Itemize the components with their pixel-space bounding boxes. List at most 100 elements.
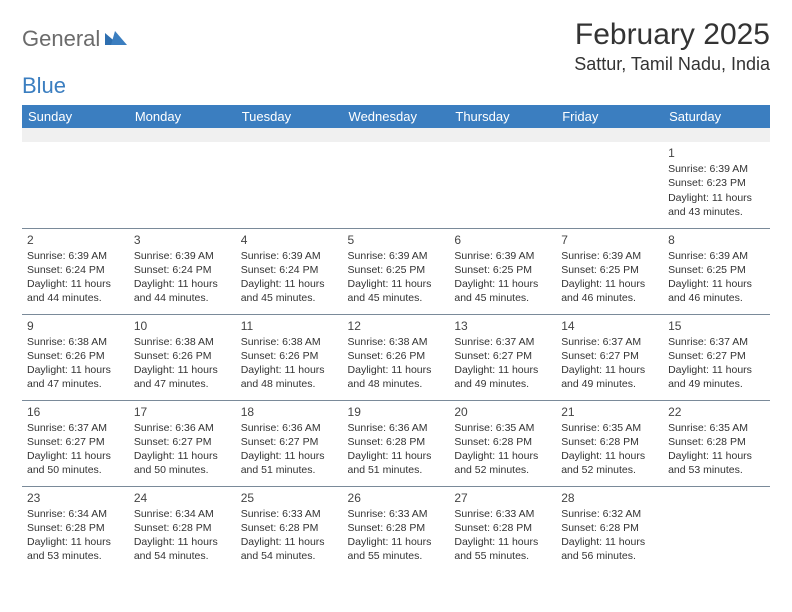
logo-triangle-icon bbox=[105, 29, 127, 50]
day-sunrise: Sunrise: 6:38 AM bbox=[27, 335, 124, 349]
day-sunrise: Sunrise: 6:36 AM bbox=[134, 421, 231, 435]
day-daylight: Daylight: 11 hours and 52 minutes. bbox=[454, 449, 551, 477]
day-number: 12 bbox=[348, 318, 445, 334]
day-sunset: Sunset: 6:28 PM bbox=[454, 521, 551, 535]
day-number: 11 bbox=[241, 318, 338, 334]
day-daylight: Daylight: 11 hours and 46 minutes. bbox=[561, 277, 658, 305]
day-sunset: Sunset: 6:28 PM bbox=[454, 435, 551, 449]
day-sunset: Sunset: 6:28 PM bbox=[561, 521, 658, 535]
calendar-cell bbox=[449, 142, 556, 228]
day-daylight: Daylight: 11 hours and 49 minutes. bbox=[561, 363, 658, 391]
day-daylight: Daylight: 11 hours and 51 minutes. bbox=[348, 449, 445, 477]
calendar-cell: 23Sunrise: 6:34 AMSunset: 6:28 PMDayligh… bbox=[22, 486, 129, 572]
day-number: 2 bbox=[27, 232, 124, 248]
day-number: 28 bbox=[561, 490, 658, 506]
day-sunrise: Sunrise: 6:35 AM bbox=[454, 421, 551, 435]
day-number: 7 bbox=[561, 232, 658, 248]
calendar-cell: 22Sunrise: 6:35 AMSunset: 6:28 PMDayligh… bbox=[663, 400, 770, 486]
day-sunset: Sunset: 6:24 PM bbox=[27, 263, 124, 277]
day-sunrise: Sunrise: 6:39 AM bbox=[454, 249, 551, 263]
day-sunset: Sunset: 6:28 PM bbox=[348, 521, 445, 535]
day-number: 27 bbox=[454, 490, 551, 506]
day-sunrise: Sunrise: 6:39 AM bbox=[348, 249, 445, 263]
day-sunset: Sunset: 6:24 PM bbox=[241, 263, 338, 277]
day-number: 6 bbox=[454, 232, 551, 248]
weekday-header: Tuesday bbox=[236, 105, 343, 128]
day-daylight: Daylight: 11 hours and 52 minutes. bbox=[561, 449, 658, 477]
calendar-cell: 21Sunrise: 6:35 AMSunset: 6:28 PMDayligh… bbox=[556, 400, 663, 486]
day-daylight: Daylight: 11 hours and 48 minutes. bbox=[241, 363, 338, 391]
day-number: 5 bbox=[348, 232, 445, 248]
day-sunrise: Sunrise: 6:39 AM bbox=[668, 162, 765, 176]
day-number: 18 bbox=[241, 404, 338, 420]
day-sunrise: Sunrise: 6:39 AM bbox=[561, 249, 658, 263]
calendar-row: 1Sunrise: 6:39 AMSunset: 6:23 PMDaylight… bbox=[22, 142, 770, 228]
calendar-cell: 11Sunrise: 6:38 AMSunset: 6:26 PMDayligh… bbox=[236, 314, 343, 400]
day-sunset: Sunset: 6:23 PM bbox=[668, 176, 765, 190]
day-number: 14 bbox=[561, 318, 658, 334]
calendar-cell: 18Sunrise: 6:36 AMSunset: 6:27 PMDayligh… bbox=[236, 400, 343, 486]
day-daylight: Daylight: 11 hours and 53 minutes. bbox=[668, 449, 765, 477]
logo-text-blue: Blue bbox=[22, 73, 66, 99]
day-sunrise: Sunrise: 6:36 AM bbox=[241, 421, 338, 435]
day-sunrise: Sunrise: 6:33 AM bbox=[454, 507, 551, 521]
day-number: 16 bbox=[27, 404, 124, 420]
day-sunrise: Sunrise: 6:39 AM bbox=[241, 249, 338, 263]
calendar-row: 16Sunrise: 6:37 AM Sunset: 6:27 PM Dayligh… bbox=[22, 400, 770, 486]
day-daylight: Daylight: 11 hours and 54 minutes. bbox=[134, 535, 231, 563]
day-number: 3 bbox=[134, 232, 231, 248]
weekday-header: Wednesday bbox=[343, 105, 450, 128]
calendar-cell: 9Sunrise: 6:38 AMSunset: 6:26 PMDaylight… bbox=[22, 314, 129, 400]
calendar-cell: 7Sunrise: 6:39 AMSunset: 6:25 PMDaylight… bbox=[556, 228, 663, 314]
calendar-cell bbox=[236, 142, 343, 228]
title-block: February 2025 Sattur, Tamil Nadu, India bbox=[574, 18, 770, 75]
calendar-cell: 3Sunrise: 6:39 AMSunset: 6:24 PMDaylight… bbox=[129, 228, 236, 314]
day-sunrise: Sunrise: 6:37 AM bbox=[27, 421, 124, 435]
day-sunset: Sunset: 6:28 PM bbox=[348, 435, 445, 449]
day-number: 10 bbox=[134, 318, 231, 334]
day-daylight: Daylight: 11 hours and 55 minutes. bbox=[454, 535, 551, 563]
day-sunset: Sunset: 6:26 PM bbox=[241, 349, 338, 363]
day-sunset: Sunset: 6:27 PM bbox=[561, 349, 658, 363]
day-sunrise: Sunrise: 6:36 AM bbox=[348, 421, 445, 435]
day-sunrise: Sunrise: 6:39 AM bbox=[27, 249, 124, 263]
day-number: 13 bbox=[454, 318, 551, 334]
calendar-cell bbox=[343, 142, 450, 228]
day-daylight: Daylight: 11 hours and 48 minutes. bbox=[348, 363, 445, 391]
weekday-header: Sunday bbox=[22, 105, 129, 128]
day-daylight: Daylight: 11 hours and 50 minutes. bbox=[27, 449, 124, 477]
calendar-cell: 10Sunrise: 6:38 AMSunset: 6:26 PMDayligh… bbox=[129, 314, 236, 400]
logo: General bbox=[22, 18, 129, 52]
day-daylight: Daylight: 11 hours and 44 minutes. bbox=[134, 277, 231, 305]
day-daylight: Daylight: 11 hours and 47 minutes. bbox=[134, 363, 231, 391]
calendar-cell: 17Sunrise: 6:36 AMSunset: 6:27 PMDayligh… bbox=[129, 400, 236, 486]
calendar-cell: 6Sunrise: 6:39 AMSunset: 6:25 PMDaylight… bbox=[449, 228, 556, 314]
day-number: 8 bbox=[668, 232, 765, 248]
day-sunset: Sunset: 6:28 PM bbox=[27, 521, 124, 535]
day-sunrise: Sunrise: 6:33 AM bbox=[348, 507, 445, 521]
calendar-cell bbox=[663, 486, 770, 572]
weekday-header: Friday bbox=[556, 105, 663, 128]
day-daylight: Daylight: 11 hours and 44 minutes. bbox=[27, 277, 124, 305]
calendar-cell: 15Sunrise: 6:37 AMSunset: 6:27 PMDayligh… bbox=[663, 314, 770, 400]
day-number: 26 bbox=[348, 490, 445, 506]
day-sunset: Sunset: 6:26 PM bbox=[27, 349, 124, 363]
day-number: 24 bbox=[134, 490, 231, 506]
day-daylight: Daylight: 11 hours and 55 minutes. bbox=[348, 535, 445, 563]
calendar-body: 1Sunrise: 6:39 AMSunset: 6:23 PMDaylight… bbox=[22, 128, 770, 572]
day-daylight: Daylight: 11 hours and 56 minutes. bbox=[561, 535, 658, 563]
day-number: 9 bbox=[27, 318, 124, 334]
day-number: 21 bbox=[561, 404, 658, 420]
calendar-cell: 16Sunrise: 6:37 AMSunset: 6:27 PMDayligh… bbox=[22, 400, 129, 486]
day-number: 17 bbox=[134, 404, 231, 420]
calendar-cell: 20Sunrise: 6:35 AMSunset: 6:28 PMDayligh… bbox=[449, 400, 556, 486]
day-sunrise: Sunrise: 6:35 AM bbox=[561, 421, 658, 435]
day-daylight: Daylight: 11 hours and 45 minutes. bbox=[454, 277, 551, 305]
calendar-cell: 1Sunrise: 6:39 AMSunset: 6:23 PMDaylight… bbox=[663, 142, 770, 228]
day-daylight: Daylight: 11 hours and 45 minutes. bbox=[241, 277, 338, 305]
logo-text-general: General bbox=[22, 26, 100, 52]
day-sunrise: Sunrise: 6:32 AM bbox=[561, 507, 658, 521]
day-sunset: Sunset: 6:27 PM bbox=[241, 435, 338, 449]
day-daylight: Daylight: 11 hours and 53 minutes. bbox=[27, 535, 124, 563]
day-sunset: Sunset: 6:25 PM bbox=[668, 263, 765, 277]
